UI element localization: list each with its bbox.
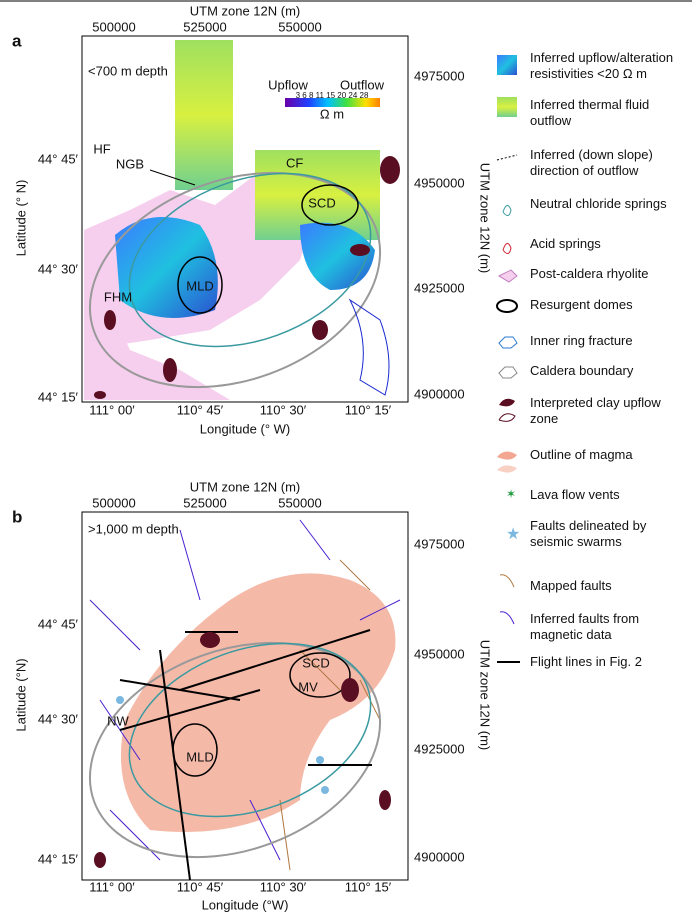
- colorbar-unit: Ω m: [320, 106, 344, 121]
- colorbar-ticks: 3 6 8 11 15 20 24 28: [296, 91, 369, 100]
- top-tick-label: 500000: [92, 19, 135, 34]
- left-tick-label: 44° 15′: [38, 389, 79, 404]
- bottom-tick-label: 111° 00′: [89, 879, 135, 894]
- legend-entry: Interpreted clay upflow zone: [530, 395, 661, 426]
- legend-entry: Inner ring fracture: [530, 333, 633, 348]
- panel-label: a: [12, 31, 22, 50]
- top-tick-label: 550000: [278, 495, 321, 510]
- panel-label: b: [12, 507, 22, 526]
- legend-entry: Acid springs: [530, 236, 601, 251]
- map-annotation: CF: [286, 155, 303, 170]
- bottom-tick-label: 110° 30′: [260, 402, 307, 417]
- top-tick-label: 525000: [183, 19, 226, 34]
- bottom-axis-title: Longitude (° W): [200, 421, 290, 436]
- top-tick-label: 500000: [92, 495, 135, 510]
- top-axis-title: UTM zone 12N (m): [190, 3, 301, 18]
- legend-entry: Caldera boundary: [530, 363, 634, 378]
- right-axis-title: UTM zone 12N (m): [478, 163, 493, 274]
- right-tick-label: 4950000: [414, 646, 465, 661]
- legend-entry: Flight lines in Fig. 2: [530, 654, 642, 669]
- bottom-axis-title: Longitude (°W): [202, 897, 289, 912]
- right-tick-label: 4925000: [414, 741, 465, 756]
- bottom-tick-label: 110° 15′: [345, 879, 392, 894]
- bottom-tick-label: 110° 30′: [260, 879, 307, 894]
- top-axis-title: UTM zone 12N (m): [190, 479, 301, 494]
- right-tick-label: 4900000: [414, 386, 465, 401]
- right-tick-label: 4900000: [414, 849, 465, 864]
- map-annotation: MV: [298, 679, 318, 694]
- left-tick-label: 44° 30′: [38, 711, 79, 726]
- legend-entry: Neutral chloride springs: [530, 196, 667, 211]
- legend-entry: Mapped faults: [530, 578, 612, 593]
- legend-entry: Lava flow vents: [530, 487, 620, 502]
- legend-entry: Inferred thermal fluid outflow: [530, 97, 650, 128]
- svg-text:✶: ✶: [506, 487, 516, 501]
- left-tick-label: 44° 30′: [38, 261, 79, 276]
- legend-entry: Inferred (down slope) direction of outfl…: [530, 147, 653, 178]
- left-axis-title: Latitude (° N): [13, 180, 28, 257]
- right-tick-label: 4925000: [414, 280, 465, 295]
- left-tick-label: 44° 45′: [38, 151, 79, 166]
- bottom-tick-label: 110° 15′: [345, 402, 392, 417]
- left-tick-label: 44° 15′: [38, 851, 79, 866]
- right-tick-label: 4950000: [414, 175, 465, 190]
- right-tick-label: 4975000: [414, 68, 465, 83]
- depth-label: <700 m depth: [88, 63, 168, 78]
- legend-entry: Resurgent domes: [530, 297, 633, 312]
- map-annotation: SCD: [308, 195, 335, 210]
- legend-entry: Inferred upflow/alteration resistivities…: [530, 50, 674, 81]
- map-annotation: FHM: [104, 289, 132, 304]
- svg-text:★: ★: [506, 526, 520, 543]
- map-annotation: MLD: [186, 749, 213, 764]
- map-annotation: SCD: [302, 655, 329, 670]
- map-annotation: HF: [93, 141, 110, 156]
- legend-icons: ✶ ★: [496, 55, 520, 663]
- bottom-tick-label: 111° 00′: [89, 402, 135, 417]
- depth-label: >1,000 m depth: [88, 521, 179, 536]
- left-tick-label: 44° 45′: [38, 616, 79, 631]
- bottom-tick-label: 110° 45′: [177, 402, 224, 417]
- map-annotation: NW: [107, 713, 129, 728]
- legend-entry: Faults delineated by seismic swarms: [530, 518, 647, 549]
- bottom-tick-label: 110° 45′: [177, 879, 224, 894]
- right-tick-label: 4975000: [414, 536, 465, 551]
- map-b: [81, 511, 409, 881]
- map-annotation: NGB: [116, 156, 144, 171]
- legend-entry: Post-caldera rhyolite: [530, 266, 649, 281]
- legend-entry: Inferred faults from magnetic data: [530, 611, 640, 642]
- left-axis-title: Latitude (°N): [13, 658, 28, 731]
- legend-entry: Outline of magma: [530, 447, 633, 462]
- map-a: [81, 35, 409, 403]
- colorbar-label: Outflow: [340, 77, 385, 92]
- colorbar-label: Upflow: [268, 77, 308, 92]
- top-tick-label: 550000: [278, 19, 321, 34]
- right-axis-title: UTM zone 12N (m): [478, 640, 493, 751]
- top-tick-label: 525000: [183, 495, 226, 510]
- map-annotation: MLD: [186, 278, 213, 293]
